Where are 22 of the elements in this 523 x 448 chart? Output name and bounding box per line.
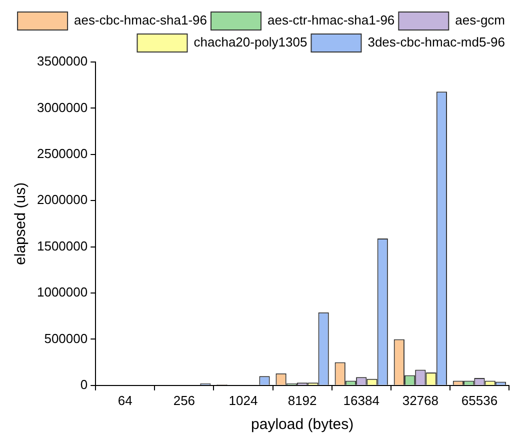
x-tick-label: 1024 — [228, 392, 258, 408]
x-tick-label: 32768 — [402, 392, 438, 408]
legend-label: aes-cbc-hmac-sha1-96 — [74, 12, 208, 28]
x-tick-label: 65536 — [461, 392, 498, 408]
y-tick-label: 3000000 — [36, 100, 88, 115]
y-tick-label: 500000 — [44, 330, 88, 346]
y-tick-label: 0 — [80, 376, 88, 392]
legend-label: chacha20-poly1305 — [194, 34, 308, 50]
y-tick-label: 2500000 — [36, 146, 88, 161]
legend-label: aes-gcm — [455, 12, 506, 28]
x-tick-label: 8192 — [288, 392, 317, 408]
x-tick-label: 16384 — [343, 392, 380, 408]
y-axis-title: elapsed (us) — [12, 182, 30, 265]
legend-label: 3des-cbc-hmac-md5-96 — [368, 34, 506, 50]
y-tick-label: 3500000 — [36, 54, 88, 69]
legend-label: aes-ctr-hmac-sha1-96 — [267, 12, 395, 28]
x-tick-label: 256 — [173, 392, 196, 408]
y-tick-label: 1500000 — [36, 238, 88, 254]
x-tick-label: 64 — [118, 392, 132, 408]
y-tick-label: 1000000 — [36, 284, 88, 300]
y-tick-label: 2000000 — [36, 192, 88, 208]
x-axis-title: payload (bytes) — [251, 416, 354, 434]
